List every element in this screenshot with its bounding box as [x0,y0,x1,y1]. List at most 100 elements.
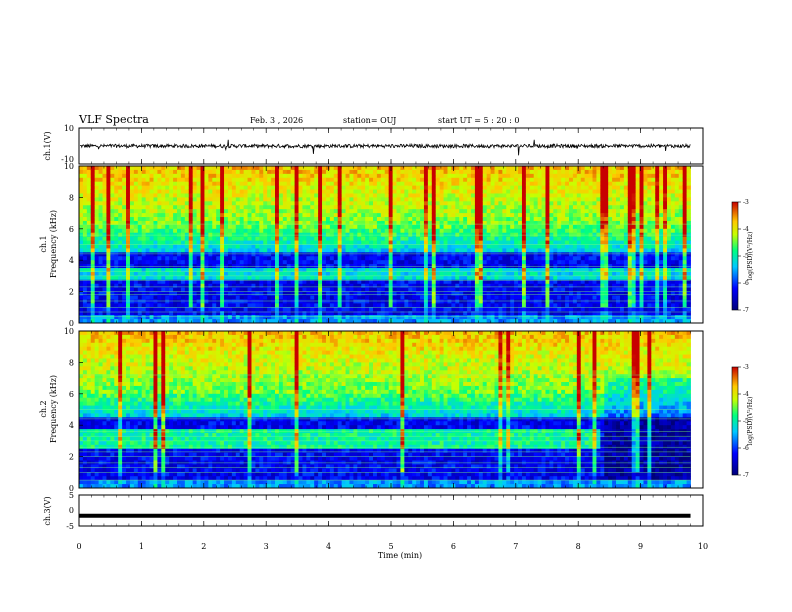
spectrogram-cell [396,181,401,187]
spectrogram-cell [255,287,260,293]
spectrogram-cell [443,260,448,265]
spectrogram-cell [353,248,358,253]
spectrogram-cell [490,173,495,179]
spectrogram-cell [392,315,397,320]
spectrogram-cell [412,275,417,281]
spectrogram-cell [153,177,158,183]
spectrogram-cell [275,224,280,230]
spectrogram-cell [126,315,131,320]
spectrogram-cell [82,201,88,206]
spectrogram-cell [529,220,535,226]
spectrogram-cell [322,256,327,261]
spectrogram-cell [510,315,515,320]
spectrogram-cell [153,193,158,198]
spectrogram-cell [384,217,390,222]
spectrogram-cell [192,303,197,308]
spectrogram-cell [259,166,264,171]
spectrogram-cell [423,299,429,304]
spectrogram-cell [420,224,425,230]
spectrogram-cell [322,311,327,316]
spectrogram-cell [157,189,162,194]
spectrogram-cell [345,279,350,285]
spectrogram-cell [455,279,460,285]
spectrogram-cell [286,319,292,324]
spectrogram-cell [498,307,503,312]
spectrogram-cell [259,291,264,296]
spectrogram-cell [90,236,96,241]
spectrogram-cell [396,260,401,265]
spectrogram-cell [541,189,546,194]
spectrogram-cell [110,283,115,289]
spectrogram-cell [380,252,386,257]
spectrogram-cell [400,201,405,206]
spectrogram-cell [251,271,256,277]
spectrogram-cell [525,315,531,320]
spectrogram-cell [416,299,421,304]
spectrogram-cell [459,315,464,320]
spectrogram-cell [239,173,245,179]
spectrogram-cell [455,275,460,281]
spectrogram-cell [561,189,566,194]
spectrogram-cell [251,189,256,194]
spectrogram-cell [227,209,233,214]
spectrogram-cell [161,213,166,218]
spectrogram-cell [286,228,292,234]
spectrogram-cell [420,279,425,285]
spectrogram-cell [220,220,225,226]
spectrogram-cell [412,319,417,324]
spectrogram-cell [557,311,562,316]
spectrogram-cell [188,256,194,261]
spectrogram-cell [447,173,452,179]
spectrogram-cell [545,287,550,293]
spectrogram-cell [451,169,456,175]
spectrogram-cell [192,240,197,245]
spectrogram-cell [455,217,460,222]
spectrogram-cell [145,319,150,324]
spectrogram-cell [165,228,170,234]
spectrogram-cell [224,185,229,190]
spectrogram-cell [423,240,429,245]
spectrogram-cell [102,189,107,194]
spectrogram-cell [204,197,209,202]
spectrogram-cell [290,169,295,175]
spectrogram-cell [306,256,311,261]
spectrogram-cell [106,291,111,296]
spectrogram-cell [533,303,539,308]
spectrogram-cell [565,224,570,230]
spectrogram-cell [557,224,562,230]
spectrogram-cell [380,181,386,187]
spectrogram-cell [271,279,276,285]
spectrogram-cell [200,279,205,285]
spectrogram-cell [431,213,437,218]
spectrogram-cell [392,299,397,304]
spectrogram-cell [173,189,178,194]
spectrogram-cell [518,248,523,253]
spectrogram-cell [376,205,382,210]
spectrogram-cell [506,311,511,316]
spectrogram-cell [451,303,456,308]
spectrogram-cell [341,283,346,289]
spectrogram-cell [192,311,197,316]
spectrogram-cell [286,295,292,300]
spectrogram-cell [79,205,84,210]
spectrogram-cell [192,271,197,277]
spectrogram-cell [224,197,229,202]
spectrogram-cell [329,236,335,241]
spectrogram-cell [333,166,339,171]
spectrogram-cell [408,240,413,245]
spectrogram-cell [165,201,170,206]
spectrogram-cell [341,193,346,198]
spectrogram-cell [455,189,460,194]
spectrogram-cell [416,185,421,190]
spectrogram-cell [306,271,311,277]
spectrogram-cell [553,275,558,281]
spectrogram-cell [427,315,433,320]
spectrogram-cell [200,299,205,304]
spectrogram-cell [188,197,194,202]
spectrogram-cell [90,224,96,230]
spectrogram-cell [365,217,370,222]
spectrogram-cell [251,169,256,175]
spectrogram-cell [267,295,272,300]
spectrogram-cell [439,287,444,293]
spectrogram-cell [173,224,178,230]
